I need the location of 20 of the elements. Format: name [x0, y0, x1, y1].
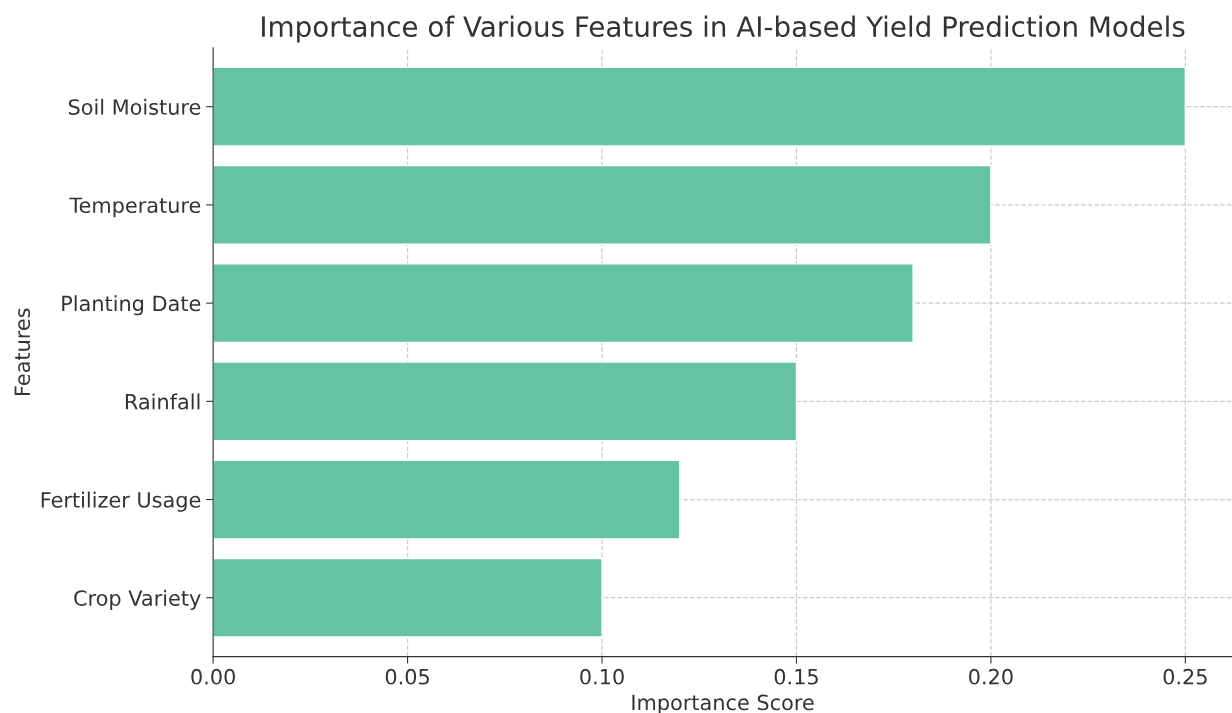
x-tick-label: 0.20 [969, 668, 1013, 685]
x-tick-label: 0.15 [774, 668, 818, 685]
y-tick-label: Fertilizer Usage [41, 491, 201, 512]
bar [213, 459, 681, 540]
x-tick-label: 0.10 [580, 668, 624, 685]
y-tick-label: Crop Variety [74, 589, 201, 610]
y-tick-label: Temperature [69, 197, 201, 218]
y-tick-label: Planting Date [62, 295, 201, 316]
x-tick-label: 0.25 [1163, 668, 1207, 685]
bar [213, 263, 914, 344]
bar [213, 164, 992, 245]
chart-title: Importance of Various Features in AI-based Yield Prediction Models [262, 15, 1185, 43]
y-tick-label: Rainfall [125, 393, 200, 410]
bar [213, 557, 603, 638]
y-tick-label: Soil Moisture [68, 98, 201, 115]
x-tick-label: 0.00 [191, 668, 235, 685]
bar [213, 66, 1187, 147]
x-tick-label: 0.05 [385, 668, 429, 685]
bar [213, 361, 798, 442]
y-axis-title: Features [14, 308, 31, 395]
